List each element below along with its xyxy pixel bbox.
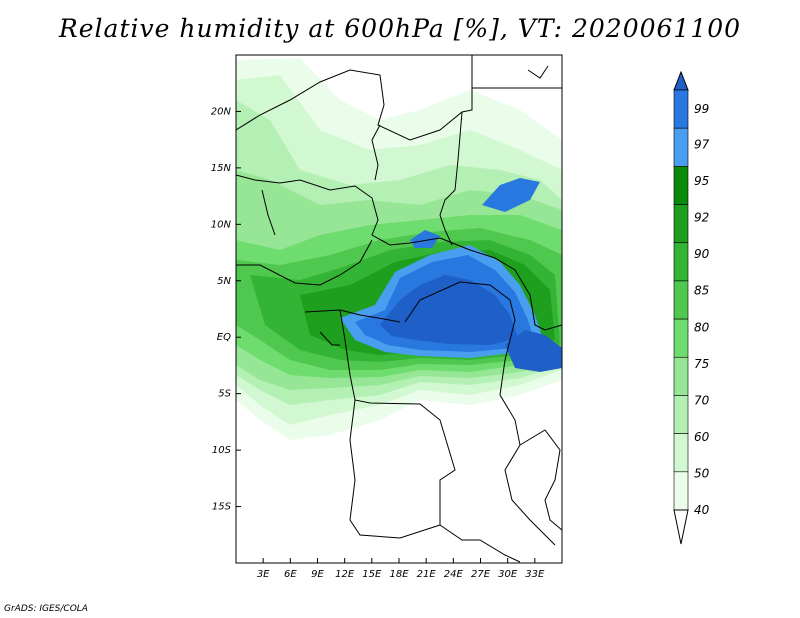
y-tick-label: EQ <box>217 332 231 343</box>
country-borders <box>236 55 562 563</box>
colorbar-label: 90 <box>694 247 710 261</box>
x-tick-label: 15E <box>362 569 382 580</box>
colorbar-label: 60 <box>694 430 710 444</box>
colorbar-label: 95 <box>694 174 709 188</box>
y-tick-label: 10S <box>212 445 232 456</box>
colorbar-label: 40 <box>694 503 710 517</box>
y-tick-label: 10N <box>211 219 232 230</box>
y-tick-label: 15S <box>212 502 232 513</box>
colorbar-segment <box>673 204 689 244</box>
colorbar-segment <box>673 89 689 129</box>
x-tick-label: 12E <box>335 569 355 580</box>
colorbar-segment <box>673 395 689 434</box>
colorbar-label: 92 <box>694 211 709 225</box>
rh-patch-north <box>410 230 440 248</box>
colorbar-label: 75 <box>694 357 709 371</box>
x-tick-label: 30E <box>498 569 518 580</box>
colorbar-top-arrow <box>673 70 689 91</box>
colorbar-label: 85 <box>694 284 709 298</box>
y-tick-label: 15N <box>211 163 232 174</box>
colorbar-label: 99 <box>694 102 709 116</box>
colorbar: 99 97 95 92 90 85 80 75 70 60 50 40 <box>673 70 710 545</box>
colorbar-segment <box>673 433 689 473</box>
grads-credit: GrADS: IGES/COLA <box>4 604 88 614</box>
y-tick-label: 20N <box>211 106 232 117</box>
colorbar-segment <box>673 166 689 205</box>
colorbar-segment <box>673 242 689 282</box>
x-tick-label: 27E <box>471 569 491 580</box>
x-tick-label: 33E <box>525 569 545 580</box>
y-tick-label: 5S <box>218 389 231 400</box>
colorbar-label: 50 <box>694 466 710 480</box>
latitude-ticks: 20N 15N 10N 5N EQ 5S 10S 15S <box>211 106 241 513</box>
x-tick-label: 18E <box>389 569 409 580</box>
colorbar-segment <box>673 356 689 396</box>
chart-title: Relative humidity at 600hPa [%], VT: 202… <box>58 14 742 43</box>
colorbar-label: 80 <box>694 320 710 334</box>
x-tick-label: 3E <box>257 569 270 580</box>
colorbar-bottom-arrow <box>673 509 689 545</box>
x-tick-label: 6E <box>284 569 297 580</box>
colorbar-label: 97 <box>694 138 710 152</box>
colorbar-segment <box>673 471 689 511</box>
longitude-ticks: 3E 6E 9E 12E 15E 18E 21E 24E 27E 30E 33E <box>257 558 545 580</box>
colorbar-segment <box>673 280 689 320</box>
rh-patch-north <box>482 178 540 212</box>
rh-patch-east <box>505 330 562 372</box>
x-tick-label: 9E <box>311 569 324 580</box>
x-tick-label: 21E <box>417 569 437 580</box>
y-tick-label: 5N <box>217 276 231 287</box>
rh-band-99 <box>380 275 518 345</box>
humidity-field <box>236 58 562 440</box>
colorbar-label: 70 <box>694 393 710 407</box>
x-tick-label: 24E <box>444 569 464 580</box>
colorbar-segment <box>673 318 689 358</box>
colorbar-segment <box>673 127 689 167</box>
